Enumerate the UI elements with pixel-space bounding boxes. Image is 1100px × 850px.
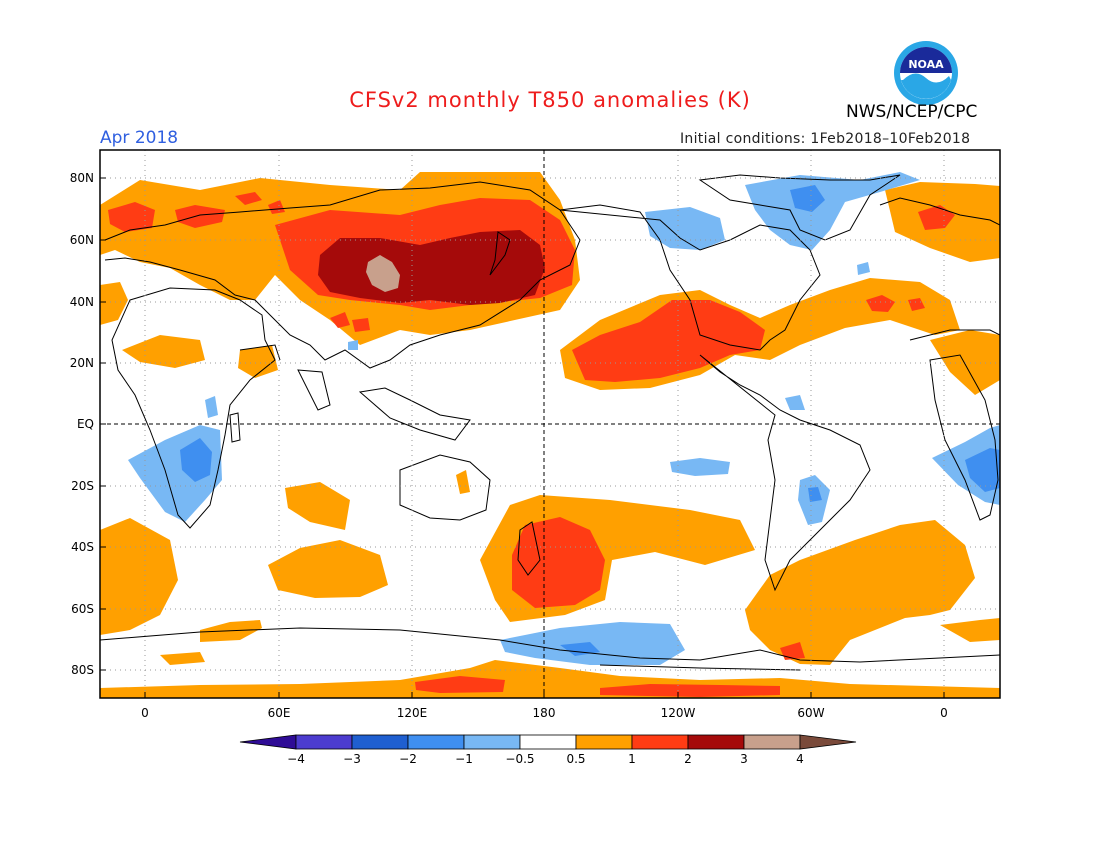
lon-label: 0 [940, 706, 948, 720]
coastlines [100, 174, 1000, 671]
lon-label: 60W [797, 706, 825, 720]
colorbar-swatch [295, 734, 353, 750]
reference-lines [100, 150, 1000, 698]
lat-label: 40S [71, 540, 94, 554]
lat-label: 60N [69, 233, 94, 247]
colorbar-swatch [687, 734, 745, 750]
colorbar-label: −2 [399, 752, 417, 766]
lat-label: EQ [76, 417, 94, 431]
colorbar-label: 4 [796, 752, 804, 766]
colorbar-label: 1 [628, 752, 636, 766]
lat-label: 20S [71, 479, 94, 493]
lat-label: 60S [71, 602, 94, 616]
logo-text: NOAA [908, 58, 944, 71]
anomaly-negative-moderate [180, 185, 1000, 656]
colorbar-swatch [575, 734, 633, 750]
agency-label: NWS/NCEP/CPC [846, 102, 978, 122]
colorbar-label: −4 [287, 752, 305, 766]
colorbar-arrow-low [239, 734, 297, 750]
colorbar-label: 3 [740, 752, 748, 766]
lon-label: 0 [141, 706, 149, 720]
colorbar-label: 0.5 [566, 752, 586, 766]
colorbar-swatch [519, 734, 577, 750]
graticule [100, 150, 1000, 698]
lon-label: 120W [660, 706, 696, 720]
colorbar-swatch [351, 734, 409, 750]
colorbar-swatch [631, 734, 689, 750]
colorbar-arrow-high [799, 734, 857, 750]
colorbar-swatch [407, 734, 465, 750]
lon-label: 120E [396, 706, 428, 720]
initial-conditions: Initial conditions: 1Feb2018–10Feb2018 [680, 131, 971, 147]
colorbar-label: −3 [343, 752, 361, 766]
colorbar-label: 2 [684, 752, 692, 766]
map-ticks [100, 177, 945, 698]
lon-label: 180 [532, 706, 556, 720]
anomaly-positive-extreme [366, 255, 400, 292]
forecast-period: Apr 2018 [100, 128, 179, 148]
colorbar-label: −0.5 [505, 752, 535, 766]
lat-label: 20N [69, 356, 94, 370]
lat-label: 80N [69, 171, 94, 185]
lon-label: 60E [267, 706, 291, 720]
colorbar-label: −1 [455, 752, 473, 766]
lat-label: 80S [71, 663, 94, 677]
noaa-logo: NOAA [894, 41, 958, 105]
colorbar-swatch [743, 734, 801, 750]
colorbar-swatch [463, 734, 521, 750]
lat-label: 40N [69, 295, 94, 309]
colorbar [239, 734, 857, 750]
map-title: CFSv2 monthly T850 anomalies (K) [349, 88, 751, 112]
